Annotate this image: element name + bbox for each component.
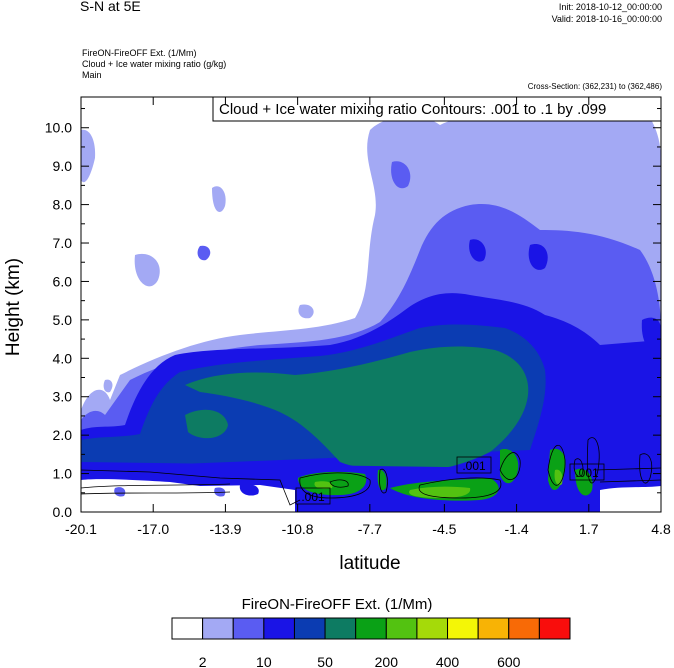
contour-info-box — [212, 96, 662, 122]
colorbar-swatch — [171, 617, 204, 640]
contour-label-box — [569, 463, 605, 481]
y-tick-label: 4.0 — [53, 350, 73, 366]
cross-section-label: Cross-Section: (362,231) to (362,486) — [527, 82, 662, 91]
x-tick-label: -20.1 — [65, 521, 97, 537]
contour-label-box — [295, 487, 331, 505]
y-tick-label: 7.0 — [53, 235, 73, 251]
x-tick-label: 4.8 — [651, 521, 671, 537]
colorbar-swatch — [538, 617, 571, 640]
contour-label: .001 — [301, 490, 325, 504]
colorbar: 2 10 50 200 400 600 — [171, 617, 571, 668]
colorbar-swatch — [263, 617, 295, 640]
contour-info-text: Cloud + Ice water mixing ratio Contours:… — [219, 101, 606, 118]
colorbar-tick-label: 50 — [317, 654, 333, 668]
y-tick-label: 10.0 — [45, 120, 72, 136]
contour-label: .001 — [462, 459, 486, 473]
x-tick-label: -7.7 — [358, 521, 382, 537]
x-tick-label: -1.4 — [505, 521, 529, 537]
valid-time: Valid: 2018-10-16_00:00:00 — [551, 14, 662, 24]
colorbar-tick-label: 2 — [199, 654, 207, 668]
x-tick-label: -17.0 — [137, 521, 169, 537]
contour-label-box — [456, 456, 492, 474]
colorbar-tick-label: 200 — [375, 654, 399, 668]
colorbar-swatch — [416, 617, 449, 640]
colorbar-swatch — [447, 617, 479, 640]
init-valid-times: Init: 2018-10-12_00:00:00 Valid: 2018-10… — [552, 1, 662, 25]
chart-title: S-N at 5E — [80, 0, 141, 14]
colorbar-swatch — [355, 617, 387, 640]
contour-label: .001 — [575, 466, 599, 480]
y-tick-label: 9.0 — [53, 158, 73, 174]
colorbar-swatch — [232, 617, 265, 640]
x-tick-label: -10.8 — [282, 521, 314, 537]
field-cloud-ice: Cloud + Ice water mixing ratio (g/kg) — [82, 59, 227, 69]
colorbar-swatch — [202, 617, 234, 640]
colorbar-tick-label: 400 — [436, 654, 460, 668]
x-tick-label: -4.5 — [432, 521, 456, 537]
colorbar-swatch — [293, 617, 326, 640]
x-tick-label: 1.7 — [579, 521, 599, 537]
y-tick-label: 5.0 — [53, 312, 73, 328]
y-tick-label: 2.0 — [53, 427, 73, 443]
colorbar-swatch — [385, 617, 418, 640]
field-main: Main — [82, 70, 102, 80]
colorbar-swatch — [477, 617, 510, 640]
y-tick-label: 1.0 — [53, 466, 73, 482]
extinction-field: .001 .001 .001 — [81, 97, 661, 512]
init-time: Init: 2018-10-12_00:00:00 — [558, 2, 662, 12]
colorbar-swatch — [508, 617, 540, 640]
y-tick-label: 6.0 — [53, 273, 73, 289]
field-fire-ext: FireON-FireOFF Ext. (1/Mm) — [82, 48, 197, 58]
colorbar-tick-label: 10 — [256, 654, 272, 668]
y-tick-label: 8.0 — [53, 197, 73, 213]
colorbar-swatch — [324, 617, 357, 640]
y-axis-label: Height (km) — [3, 258, 24, 356]
field-descriptions: FireON-FireOFF Ext. (1/Mm) Cloud + Ice w… — [82, 48, 226, 81]
colorbar-title: FireON-FireOFF Ext. (1/Mm) — [241, 596, 433, 613]
x-tick-label: -13.9 — [209, 521, 241, 537]
y-tick-label: 3.0 — [53, 389, 73, 405]
y-tick-label: 0.0 — [53, 504, 73, 520]
x-axis-label: latitude — [339, 553, 400, 574]
colorbar-tick-label: 600 — [497, 654, 521, 668]
